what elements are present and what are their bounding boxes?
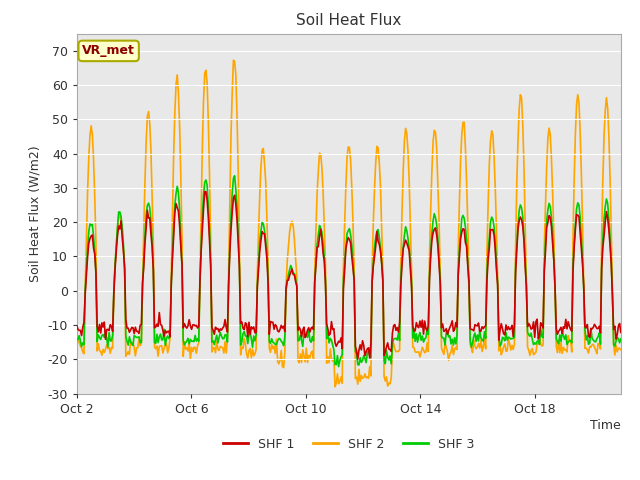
Legend: SHF 1, SHF 2, SHF 3: SHF 1, SHF 2, SHF 3 [218, 433, 479, 456]
Title: Soil Heat Flux: Soil Heat Flux [296, 13, 401, 28]
Text: VR_met: VR_met [82, 44, 135, 58]
Y-axis label: Soil Heat Flux (W/m2): Soil Heat Flux (W/m2) [29, 145, 42, 282]
X-axis label: Time: Time [590, 419, 621, 432]
